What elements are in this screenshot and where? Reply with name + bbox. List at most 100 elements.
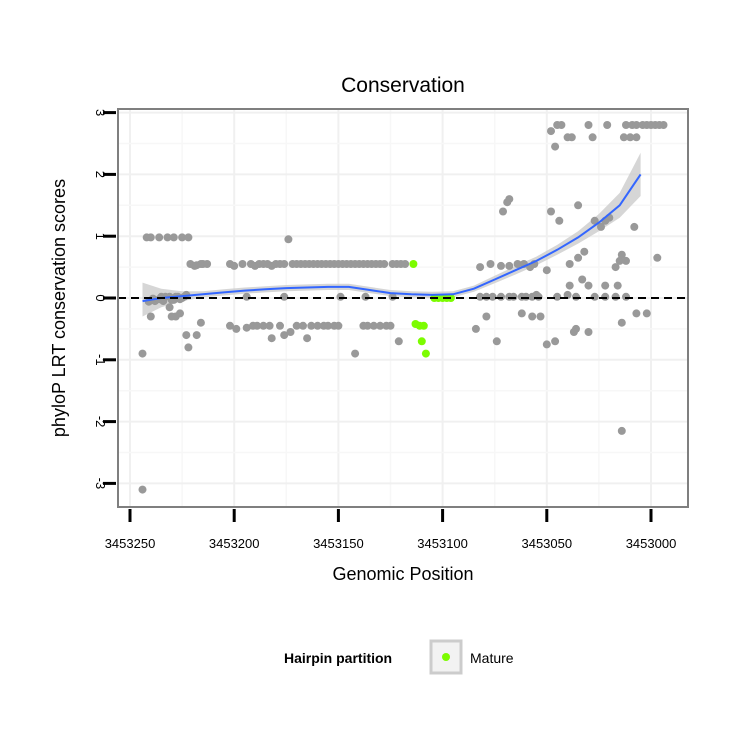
data-point [324, 321, 332, 330]
data-point [182, 331, 191, 340]
legend-key-mature-point [442, 653, 450, 661]
data-point [497, 292, 505, 301]
data-point [513, 260, 522, 268]
data-point [528, 312, 537, 321]
data-point [615, 256, 624, 265]
data-point [632, 121, 641, 129]
data-point [547, 207, 555, 216]
plot-area: 3453250 3453200 3453150 3453100 3453050 34530… [93, 108, 689, 551]
data-point [276, 321, 284, 330]
data-point [471, 324, 480, 333]
data-point [505, 195, 514, 204]
data-point [176, 309, 184, 318]
data-point [336, 292, 345, 301]
data-point [584, 281, 593, 290]
data-point [184, 343, 193, 352]
data-point [253, 321, 262, 330]
data-point [532, 290, 541, 299]
data-point [486, 260, 495, 268]
data-point [394, 337, 403, 346]
data-point [590, 292, 599, 301]
mature-point [421, 349, 430, 358]
x-tick-label: 3453250 [105, 536, 156, 551]
mature-point [409, 260, 418, 268]
data-point [622, 292, 630, 301]
y-tick-label: -1 [93, 354, 108, 366]
data-point [622, 121, 630, 129]
data-point [376, 321, 385, 330]
data-point [630, 222, 639, 231]
data-point [307, 321, 316, 330]
data-point [232, 324, 241, 333]
data-point [619, 133, 628, 142]
data-point [505, 261, 514, 270]
x-tick-label: 3453050 [521, 536, 572, 551]
data-point [588, 133, 597, 142]
data-point [386, 321, 395, 330]
data-point [542, 340, 551, 349]
data-point [611, 292, 620, 301]
data-point [497, 261, 505, 270]
data-point [617, 426, 626, 435]
data-point [580, 247, 589, 256]
data-point [492, 337, 501, 346]
data-point [565, 260, 574, 268]
data-point [617, 318, 626, 327]
y-tick-label: 1 [93, 233, 108, 240]
data-point [536, 312, 545, 321]
data-point [267, 334, 276, 343]
data-point [165, 303, 174, 312]
data-point [626, 133, 635, 142]
data-point [590, 216, 599, 225]
x-tick-label: 3453000 [626, 536, 677, 551]
plot-panel-border [117, 108, 689, 508]
data-point [611, 263, 620, 272]
data-point [547, 127, 555, 136]
data-point [178, 233, 187, 242]
x-tick-label: 3453150 [313, 536, 364, 551]
data-point [632, 309, 641, 318]
data-point [509, 292, 518, 301]
data-point [574, 201, 583, 210]
data-point [659, 121, 668, 129]
data-point [361, 292, 370, 301]
y-tick-label: 0 [93, 294, 108, 301]
data-point [192, 331, 201, 340]
data-point [603, 121, 612, 129]
data-point [632, 133, 641, 142]
data-point [334, 321, 343, 330]
data-point [555, 216, 564, 225]
data-point [155, 233, 164, 242]
data-point [622, 256, 630, 265]
y-axis-title: phyloP LRT conservation scores [49, 179, 69, 437]
data-point [551, 337, 560, 346]
data-point [613, 281, 622, 290]
y-tick-label: -3 [93, 478, 108, 490]
y-tick-label: 2 [93, 171, 108, 178]
x-tick-label: 3453200 [209, 536, 260, 551]
data-point [557, 121, 566, 129]
data-point [184, 233, 193, 242]
x-tick-label: 3453100 [417, 536, 468, 551]
data-point [230, 261, 239, 270]
data-point [226, 321, 234, 330]
data-point [363, 321, 372, 330]
data-point [280, 260, 289, 268]
data-point [163, 233, 172, 242]
data-point [488, 292, 497, 301]
data-point [569, 328, 578, 336]
data-point [476, 263, 485, 272]
y-tick-label: -2 [93, 416, 108, 428]
data-point [642, 309, 651, 318]
data-point [584, 328, 593, 336]
data-point [238, 260, 247, 268]
data-point [482, 312, 491, 321]
data-point [551, 142, 560, 151]
data-point [313, 321, 322, 330]
data-point [563, 290, 572, 299]
data-point [574, 253, 583, 262]
data-point [380, 260, 389, 268]
x-axis-title: Genomic Position [332, 564, 473, 584]
data-point [292, 321, 301, 330]
